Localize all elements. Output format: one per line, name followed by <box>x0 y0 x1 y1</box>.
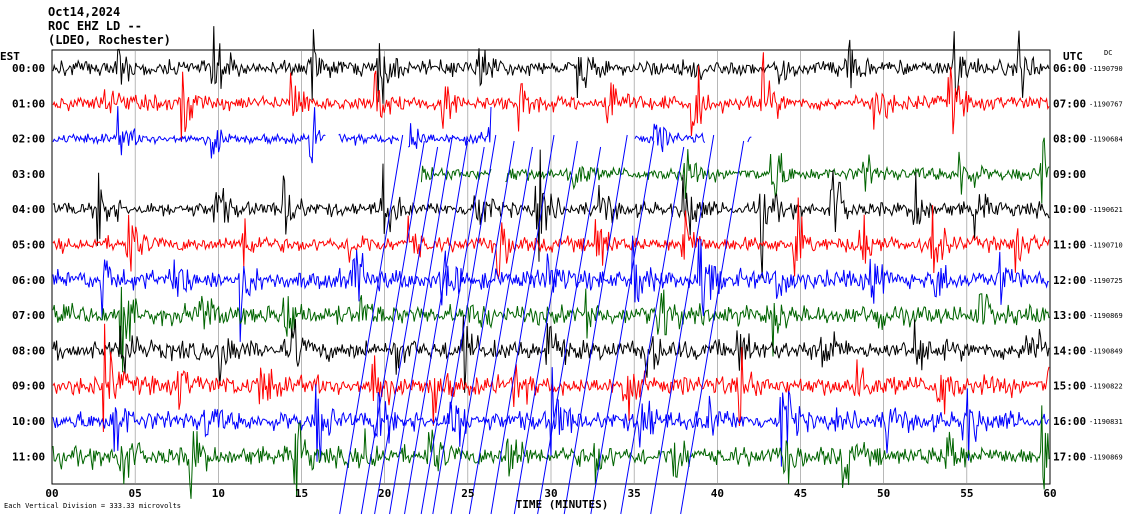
trace-row-0500 <box>52 197 1050 280</box>
est-label: 04:00 <box>12 203 45 216</box>
x-tick-label: 55 <box>960 487 973 500</box>
utc-label: 11:00 <box>1053 239 1086 252</box>
utc-label: 13:00 <box>1053 309 1086 322</box>
vertical-division-footnote: Each Vertical Division = 333.33 microvol… <box>4 502 181 510</box>
transient-line <box>513 140 578 515</box>
trace-row-0400 <box>52 149 1050 279</box>
dc-offset-value: -1190849 <box>1089 347 1123 355</box>
transient-line <box>450 140 515 515</box>
dc-offset-value: -1190822 <box>1089 383 1123 391</box>
trace-row-0000 <box>52 26 1050 104</box>
est-label: 11:00 <box>12 450 45 463</box>
transient-line <box>620 146 685 515</box>
est-label: 08:00 <box>12 344 45 357</box>
transient-line <box>389 134 454 515</box>
x-tick-label: 05 <box>129 487 142 500</box>
trace-row-0800 <box>52 315 1050 393</box>
x-tick-label: 10 <box>212 487 225 500</box>
dc-offset-value: -1190869 <box>1089 453 1123 461</box>
trace-row-1100 <box>52 405 1050 499</box>
chart-network: (LDEO, Rochester) <box>48 33 171 47</box>
trace-row-0900 <box>52 323 1050 433</box>
dc-offset-value: -1190767 <box>1089 100 1123 108</box>
right-axis-label: UTC <box>1063 50 1083 63</box>
chart-date: Oct14,2024 <box>48 5 121 19</box>
x-tick-label: 00 <box>45 487 58 500</box>
dc-offset-value: -1190790 <box>1089 65 1123 73</box>
utc-label: 15:00 <box>1053 380 1086 393</box>
utc-label: 08:00 <box>1053 133 1086 146</box>
trace-row-0100 <box>52 52 1050 142</box>
x-tick-label: 35 <box>628 487 641 500</box>
utc-label: 16:00 <box>1053 415 1086 428</box>
transient-line <box>374 146 439 515</box>
trace-row-0200 <box>52 106 752 164</box>
dc-offset-value: -1190725 <box>1089 277 1123 285</box>
x-axis-title: TIME (MINUTES) <box>516 498 609 511</box>
transient-line <box>537 146 602 515</box>
chart-station: ROC EHZ LD -- <box>48 19 142 33</box>
utc-label: 07:00 <box>1053 97 1086 110</box>
utc-label: 09:00 <box>1053 168 1086 181</box>
transient-line <box>468 146 533 515</box>
grid-lines <box>51 49 1051 485</box>
est-label: 03:00 <box>12 168 45 181</box>
dc-offset-value: -1190831 <box>1089 418 1123 426</box>
utc-label: 14:00 <box>1053 344 1086 357</box>
x-tick-label: 15 <box>295 487 308 500</box>
x-tick-label: 20 <box>378 487 391 500</box>
transient-line <box>432 134 497 515</box>
x-tick-label: 40 <box>711 487 724 500</box>
x-tick-label: 25 <box>461 487 474 500</box>
utc-label: 12:00 <box>1053 274 1086 287</box>
x-tick-label: 45 <box>794 487 807 500</box>
transient-line <box>339 134 404 515</box>
trace-row-0700 <box>52 286 1050 373</box>
x-tick-label: 30 <box>544 487 557 500</box>
left-axis-label: EST <box>0 50 20 63</box>
est-label: 09:00 <box>12 380 45 393</box>
est-label: 00:00 <box>12 62 45 75</box>
dc-label: DC <box>1104 49 1112 57</box>
trace-row-0600 <box>52 235 1050 342</box>
est-label: 10:00 <box>12 415 45 428</box>
est-label: 07:00 <box>12 309 45 322</box>
seismic-traces <box>52 26 1050 515</box>
transient-line <box>563 134 628 515</box>
transient-line <box>650 134 715 515</box>
utc-label: 10:00 <box>1053 203 1086 216</box>
est-label: 06:00 <box>12 274 45 287</box>
est-label: 05:00 <box>12 239 45 252</box>
est-label: 01:00 <box>12 97 45 110</box>
dc-offset-value: -1190684 <box>1089 136 1123 144</box>
utc-label: 06:00 <box>1053 62 1086 75</box>
transient-line <box>680 140 745 515</box>
dc-offset-value: -1190621 <box>1089 206 1123 214</box>
utc-label: 17:00 <box>1053 450 1086 463</box>
transient-line <box>404 140 469 515</box>
transient-line <box>360 140 425 515</box>
x-tick-label: 50 <box>877 487 890 500</box>
est-label: 02:00 <box>12 133 45 146</box>
dc-offset-value: -1190869 <box>1089 312 1123 320</box>
x-tick-label: 60 <box>1043 487 1056 500</box>
transient-line <box>490 134 555 515</box>
transient-line <box>420 146 485 515</box>
dc-offset-value: -1190710 <box>1089 242 1123 250</box>
transient-line <box>590 140 655 515</box>
